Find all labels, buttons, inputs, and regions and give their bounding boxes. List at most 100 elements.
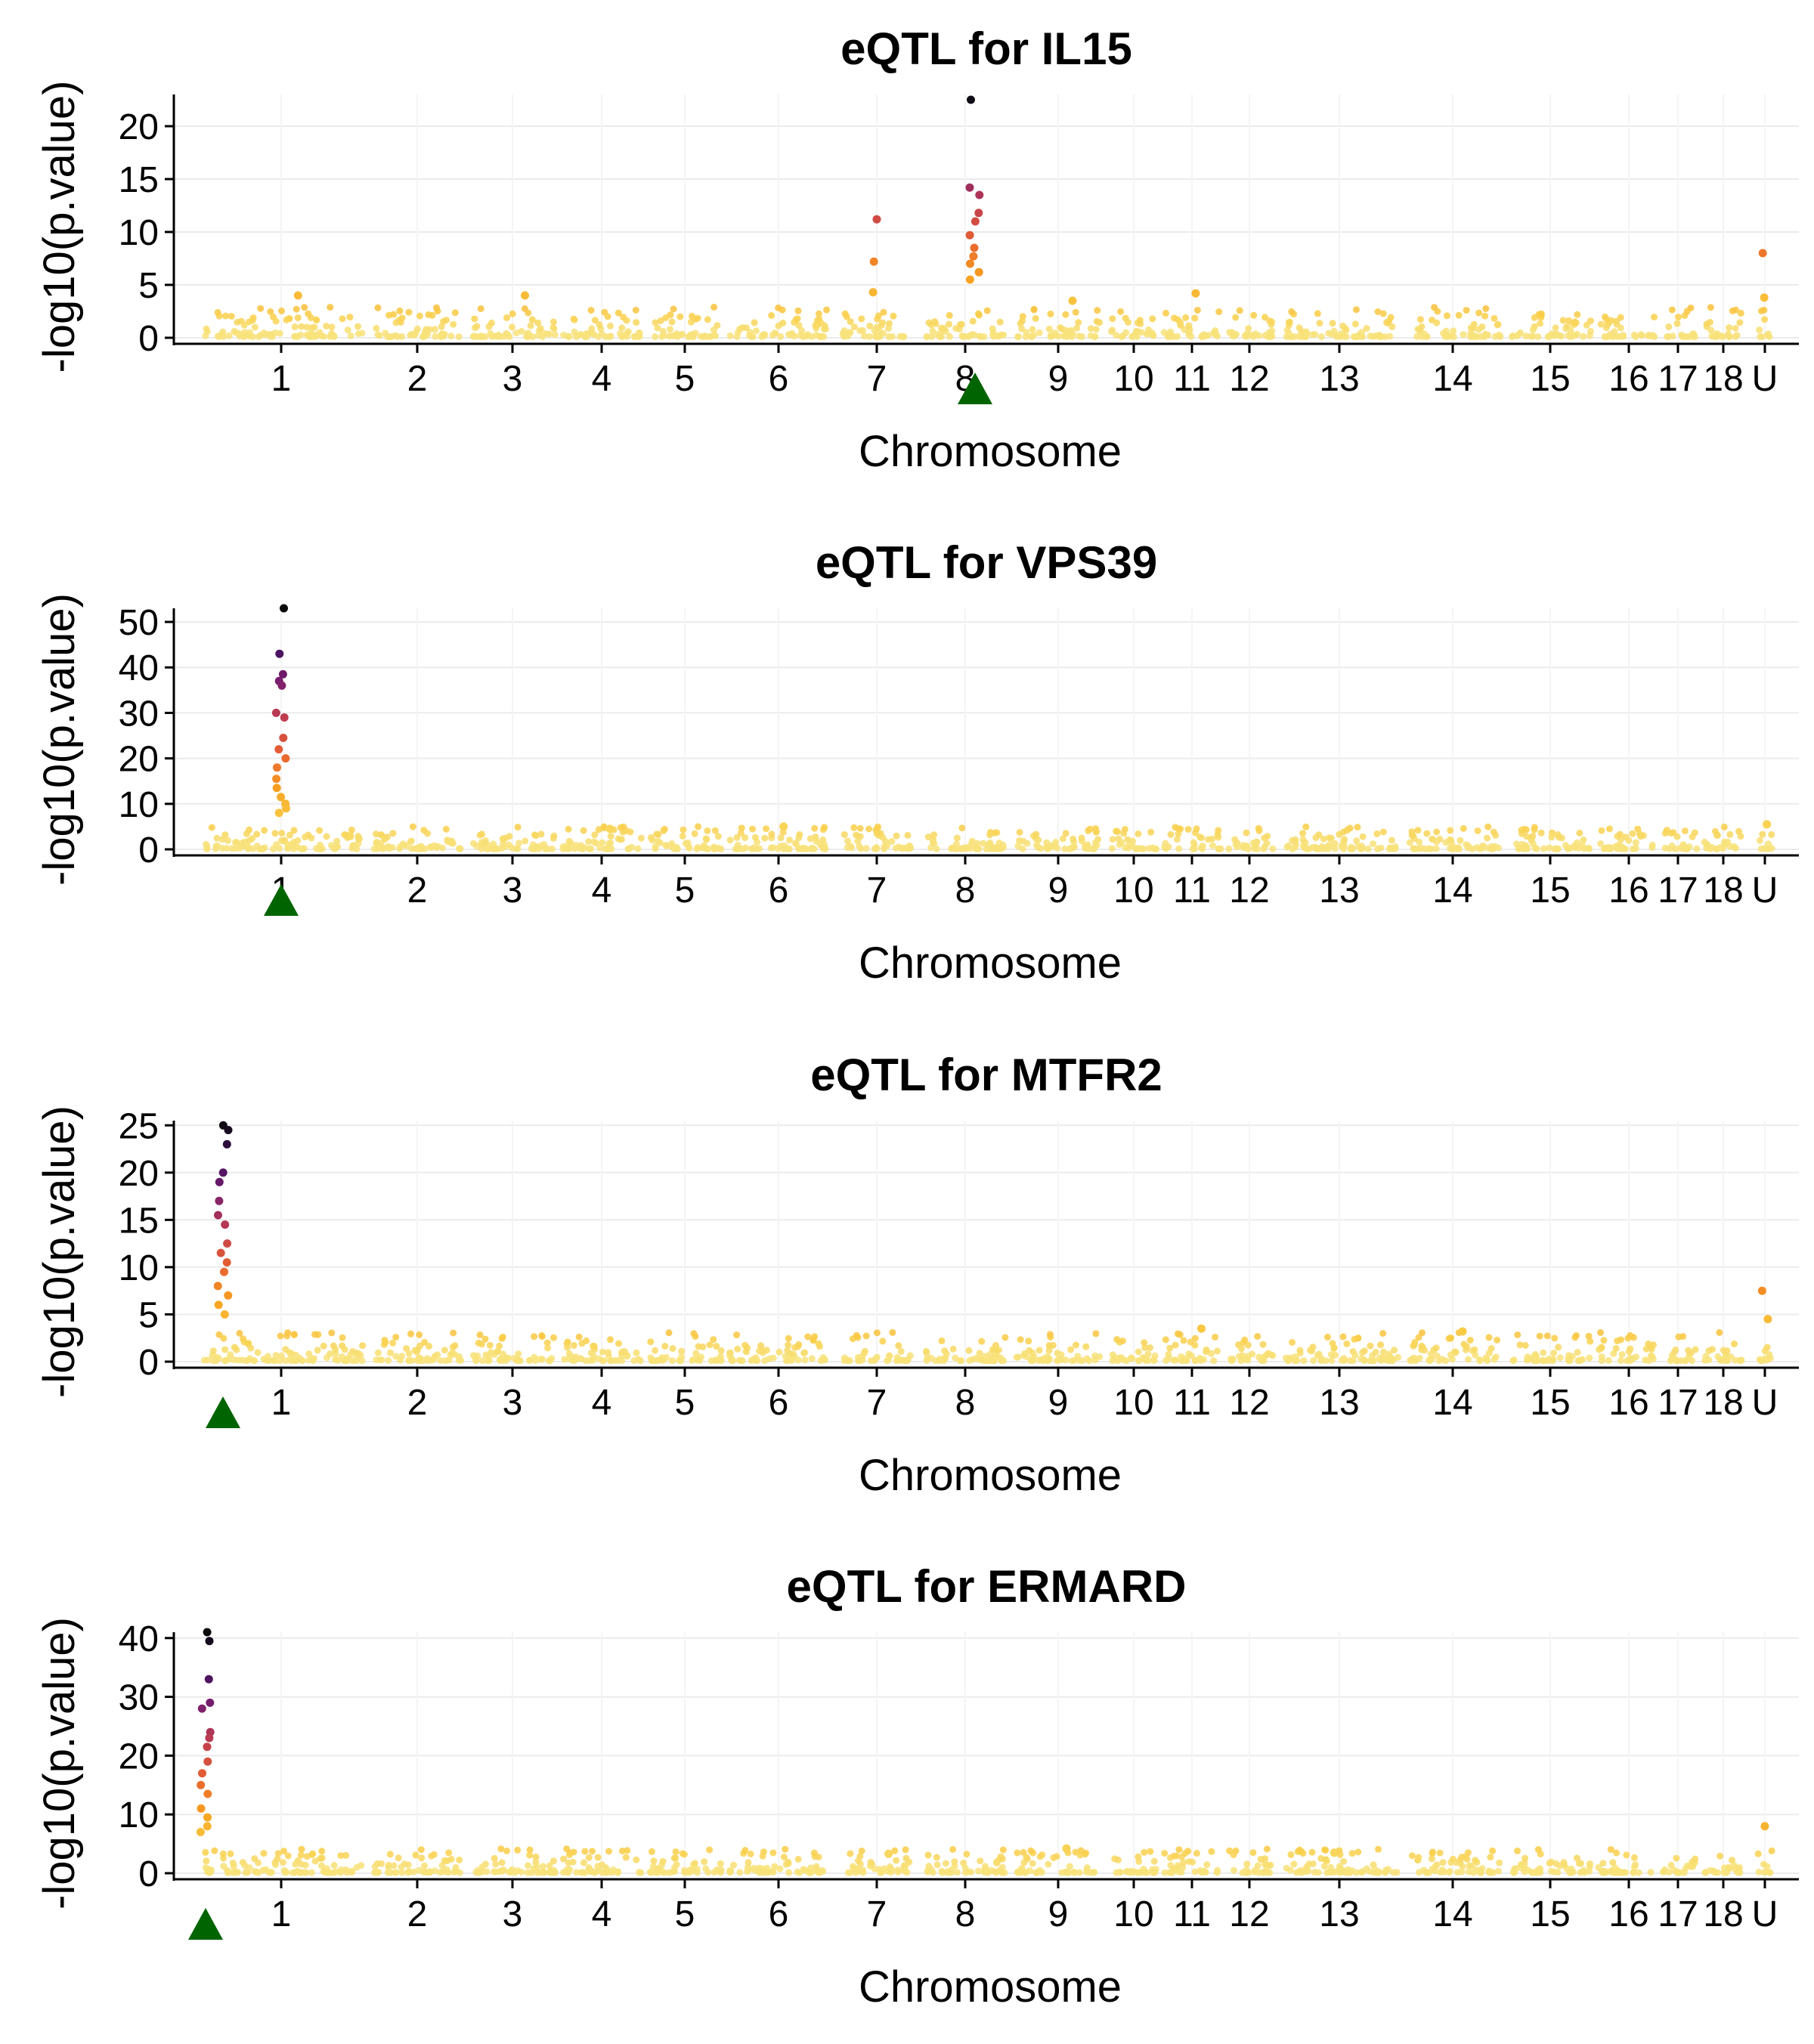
y-tick-label: 15 <box>119 1201 159 1241</box>
data-point <box>275 649 284 658</box>
y-tick-label: 30 <box>119 694 159 734</box>
x-tick-label: U <box>1752 870 1778 911</box>
x-tick-label: U <box>1752 1894 1778 1934</box>
x-tick-label: 1 <box>271 1383 292 1423</box>
x-tick-label: 1 <box>271 359 292 399</box>
x-tick-label: 11 <box>1173 1894 1211 1934</box>
data-point <box>965 275 974 284</box>
data-point <box>271 708 280 717</box>
data-point <box>274 745 283 754</box>
data-point <box>272 775 281 784</box>
x-tick-label: 9 <box>1048 359 1069 399</box>
data-point <box>1191 289 1200 298</box>
panel-title: eQTL for IL15 <box>840 23 1132 74</box>
x-tick-label: 12 <box>1229 870 1269 911</box>
x-tick-label: 18 <box>1703 1383 1743 1423</box>
x-axis-title: Chromosome <box>859 939 1122 988</box>
x-tick-label: 6 <box>769 870 789 911</box>
data-point <box>220 1310 229 1319</box>
x-tick-label: 5 <box>675 1894 695 1934</box>
x-tick-label: 4 <box>592 359 612 399</box>
data-point <box>280 713 289 722</box>
y-tick-label: 20 <box>119 107 159 147</box>
data-point <box>1763 1315 1772 1324</box>
x-tick-label: 15 <box>1530 870 1570 911</box>
x-tick-label: 9 <box>1048 1894 1069 1934</box>
data-point <box>868 288 878 297</box>
x-tick-label: 7 <box>867 1383 887 1423</box>
data-point <box>203 1743 212 1752</box>
data-point <box>280 604 288 613</box>
x-tick-label: 8 <box>955 1894 976 1934</box>
y-tick-label: 15 <box>119 160 159 200</box>
data-point <box>605 824 614 833</box>
data-point <box>223 1239 232 1248</box>
data-point <box>521 291 529 300</box>
x-tick-label: 3 <box>503 1894 523 1934</box>
y-tick-label: 5 <box>138 1295 159 1335</box>
x-tick-label: 12 <box>1229 1894 1269 1934</box>
x-tick-label: 18 <box>1703 359 1743 399</box>
data-point <box>965 230 974 240</box>
x-tick-label: 7 <box>867 359 887 399</box>
x-tick-label: 5 <box>675 870 695 911</box>
x-tick-label: 8 <box>955 1383 976 1423</box>
data-point <box>1330 1848 1339 1857</box>
x-tick-label: 14 <box>1432 1383 1472 1423</box>
data-point <box>222 1258 231 1267</box>
x-tick-label: 7 <box>867 870 887 911</box>
data-point <box>221 1220 230 1229</box>
x-tick-label: 17 <box>1658 1894 1698 1934</box>
background-points <box>203 823 1775 852</box>
data-point <box>203 1628 212 1637</box>
x-tick-label: 6 <box>769 1383 789 1423</box>
x-tick-label: 17 <box>1658 870 1698 911</box>
data-point <box>214 1300 223 1310</box>
x-tick-label: 12 <box>1229 1383 1269 1423</box>
x-tick-label: 14 <box>1432 359 1472 399</box>
data-point <box>196 1828 205 1836</box>
data-point <box>272 784 281 793</box>
panel-2: eQTL for VPS3901020304050123456789101112… <box>35 537 1799 988</box>
data-point <box>273 763 281 772</box>
data-point <box>278 669 287 679</box>
data-point <box>203 1822 212 1831</box>
y-tick-label: 10 <box>119 1248 159 1288</box>
x-tick-label: 16 <box>1608 870 1648 911</box>
data-point <box>970 217 980 226</box>
x-tick-label: 12 <box>1229 359 1269 399</box>
data-points <box>293 95 1769 305</box>
data-point <box>277 681 286 690</box>
panel-title: eQTL for VPS39 <box>816 537 1157 588</box>
data-point <box>1763 820 1772 829</box>
background-points <box>200 1328 1774 1365</box>
data-points <box>196 1628 1769 1858</box>
data-point <box>274 809 283 818</box>
gene-position-marker <box>188 1908 223 1940</box>
x-tick-label: 13 <box>1319 1383 1359 1423</box>
data-point <box>215 1177 224 1186</box>
x-tick-label: 11 <box>1173 359 1211 399</box>
gene-position-marker <box>264 884 299 916</box>
x-tick-label: 5 <box>675 1383 695 1423</box>
y-tick-label: 50 <box>119 603 159 643</box>
y-axis-title: -log10(p.value) <box>35 81 84 373</box>
x-tick-label: 10 <box>1113 1383 1153 1423</box>
x-tick-label: U <box>1752 1383 1778 1423</box>
data-point <box>293 291 302 300</box>
gene-position-marker <box>958 373 992 404</box>
background-points <box>202 1845 1775 1876</box>
x-axis-title: Chromosome <box>859 1962 1122 2012</box>
data-point <box>779 822 788 831</box>
x-tick-label: 8 <box>955 870 976 911</box>
x-tick-label: 13 <box>1319 870 1359 911</box>
data-point <box>1197 1324 1206 1333</box>
data-point <box>206 1698 215 1707</box>
x-tick-label: 6 <box>769 1894 789 1934</box>
data-point <box>214 1211 222 1220</box>
x-tick-label: 4 <box>592 1894 612 1934</box>
data-point <box>1062 1844 1071 1853</box>
x-tick-label: 15 <box>1530 1383 1570 1423</box>
